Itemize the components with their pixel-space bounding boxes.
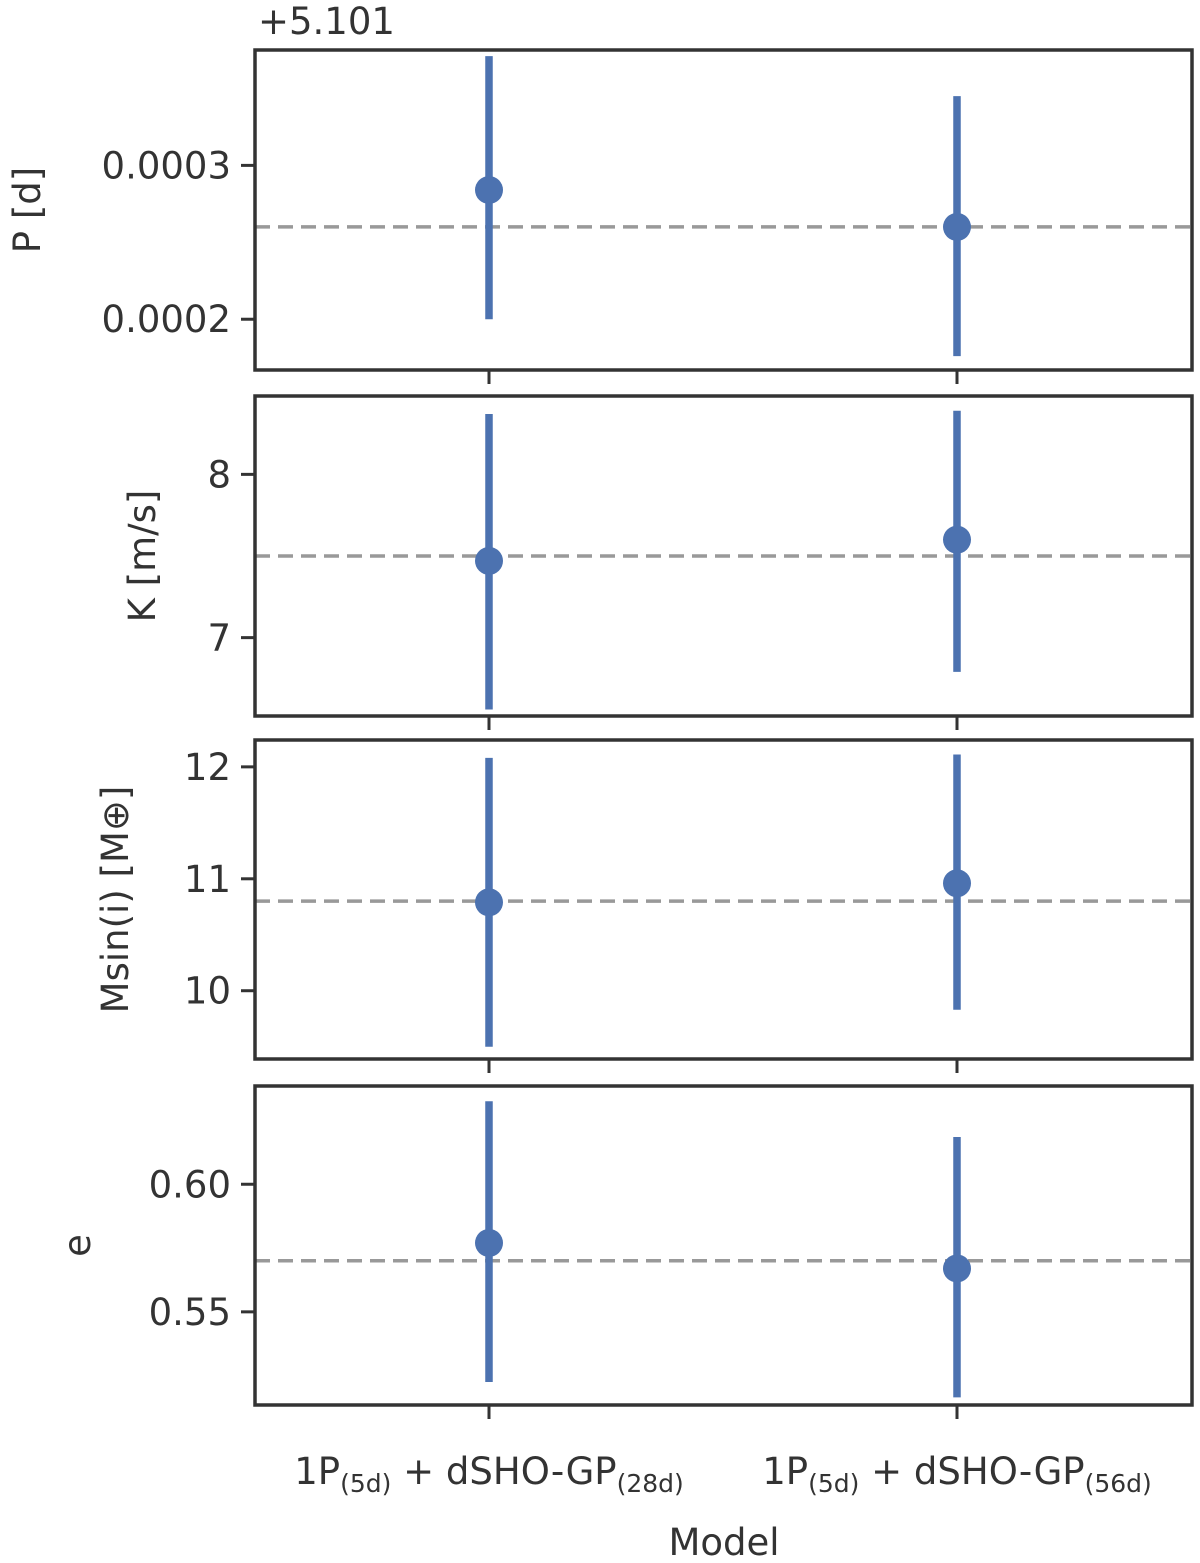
axes-frame bbox=[253, 48, 1194, 372]
x-tick-text: 1P bbox=[294, 1450, 340, 1493]
x-tick-text: 1P bbox=[762, 1450, 808, 1493]
x-tick-subscript: (5d) bbox=[340, 1469, 391, 1498]
y-tick-label: 12 bbox=[184, 746, 231, 789]
y-tick-label: 10 bbox=[184, 970, 231, 1013]
y-axis-label: K [m/s] bbox=[121, 490, 164, 623]
axes-frame bbox=[253, 1084, 1194, 1407]
data-point bbox=[943, 1254, 971, 1283]
x-tick-label: 1P(5d) + dSHO-GP(56d) bbox=[762, 1450, 1152, 1498]
y-tick-label: 0.0002 bbox=[102, 298, 231, 341]
y-tick-label: 0.0003 bbox=[102, 144, 231, 187]
x-tick-text: + dSHO-GP bbox=[391, 1450, 616, 1493]
data-point bbox=[943, 869, 971, 898]
data-point bbox=[943, 525, 971, 554]
x-axis-label: Model bbox=[668, 1521, 779, 1563]
y-axis-label: P [d] bbox=[6, 167, 49, 253]
y-axis-label: e bbox=[56, 1234, 99, 1257]
axes-frame bbox=[253, 738, 1194, 1061]
data-point bbox=[475, 1228, 503, 1257]
y-tick-label: 7 bbox=[207, 617, 231, 660]
y-axis-label: Msin(i) [M⊕] bbox=[94, 786, 137, 1014]
y-tick-label: 0.60 bbox=[149, 1163, 231, 1206]
panel-1: 0.0002 0.0003 P [d] bbox=[6, 48, 1194, 384]
panel-3: 10 11 12 Msin(i) [M⊕] bbox=[94, 738, 1194, 1073]
x-tick-subscript: (28d) bbox=[617, 1469, 684, 1498]
x-tick-labels: 1P(5d) + dSHO-GP(28d) 1P(5d) + dSHO-GP(56… bbox=[294, 1450, 1152, 1498]
panel-2: 7 8 K [m/s] bbox=[121, 394, 1194, 730]
x-tick-subscript: (56d) bbox=[1085, 1469, 1152, 1498]
axes-frame bbox=[253, 394, 1194, 718]
y-tick-label: 11 bbox=[184, 858, 231, 901]
x-tick-label: 1P(5d) + dSHO-GP(28d) bbox=[294, 1450, 684, 1498]
data-point bbox=[475, 546, 503, 575]
panels: 0.0002 0.0003 P [d] 7 8 K [m/s] 10 11 12 Msin(i) … bbox=[6, 48, 1194, 1419]
panel-4: 0.55 0.60 e bbox=[56, 1084, 1194, 1419]
y-tick-label: 8 bbox=[207, 453, 231, 496]
y-tick-label: 0.55 bbox=[149, 1291, 231, 1334]
x-tick-subscript: (5d) bbox=[808, 1469, 859, 1498]
data-point bbox=[943, 212, 971, 241]
data-point bbox=[475, 176, 503, 204]
p-offset-label: +5.101 bbox=[258, 0, 395, 43]
x-tick-text: + dSHO-GP bbox=[859, 1450, 1084, 1493]
data-point bbox=[475, 888, 503, 917]
